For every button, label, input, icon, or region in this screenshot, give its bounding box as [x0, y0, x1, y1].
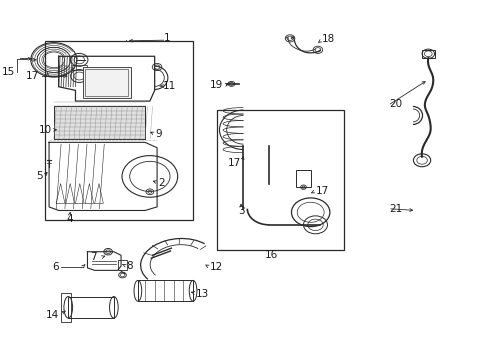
Text: 16: 16: [264, 249, 277, 260]
Bar: [54, 107, 145, 139]
Text: 21: 21: [388, 204, 401, 214]
Text: 17: 17: [227, 158, 241, 168]
Bar: [138, 280, 193, 301]
Bar: [118, 260, 127, 270]
Bar: [421, 50, 434, 58]
Bar: [45, 41, 192, 220]
Text: 17: 17: [26, 71, 40, 81]
Bar: [217, 110, 344, 250]
Text: 9: 9: [155, 129, 162, 139]
Text: 10: 10: [38, 125, 51, 135]
Bar: [82, 67, 130, 98]
Bar: [61, 293, 71, 321]
Text: 6: 6: [52, 262, 59, 272]
Text: 4: 4: [66, 214, 73, 224]
Text: 12: 12: [209, 262, 223, 272]
Bar: [71, 64, 87, 69]
Text: 7: 7: [90, 252, 97, 262]
Bar: [68, 297, 114, 318]
Text: 11: 11: [163, 81, 176, 91]
Bar: [54, 107, 145, 139]
Bar: [296, 170, 310, 187]
Text: 18: 18: [321, 35, 334, 44]
Text: 2: 2: [158, 177, 165, 188]
Text: 3: 3: [237, 206, 244, 216]
Text: 13: 13: [195, 289, 208, 299]
Text: 1: 1: [163, 33, 170, 42]
Bar: [85, 69, 128, 96]
Text: 15: 15: [2, 67, 16, 77]
Text: 20: 20: [388, 99, 401, 109]
Text: 8: 8: [126, 261, 132, 271]
Text: 5: 5: [37, 171, 43, 181]
Text: 19: 19: [210, 80, 223, 90]
Text: 14: 14: [45, 310, 59, 320]
Text: 17: 17: [315, 186, 328, 197]
